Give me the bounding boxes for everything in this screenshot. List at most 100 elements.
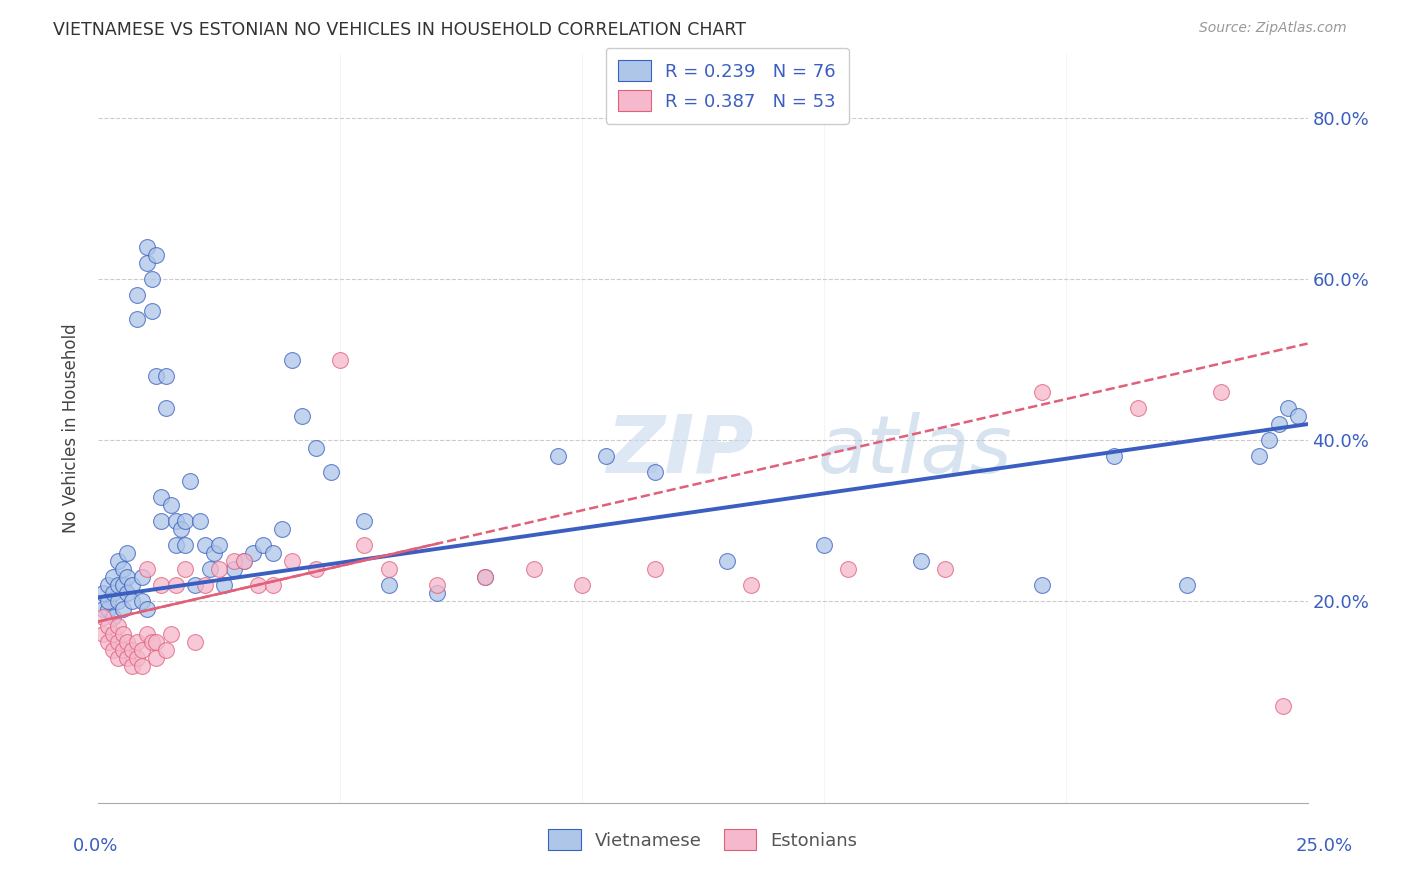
Point [305,562,328,576]
Point [329,352,352,367]
Point [111,642,134,657]
Point [107,578,129,592]
Point [165,578,187,592]
Point [262,578,284,592]
Point [813,538,835,552]
Point [290,409,312,423]
Point [1175,578,1198,592]
Point [271,522,294,536]
Point [111,602,134,616]
Point [131,594,153,608]
Point [247,578,270,592]
Point [174,538,197,552]
Point [194,578,217,592]
Point [145,368,167,383]
Point [232,554,254,568]
Point [127,312,149,326]
Point [474,570,496,584]
Point [127,650,149,665]
Point [111,626,134,640]
Point [595,450,617,464]
Point [1267,417,1289,431]
Legend: Vietnamese, Estonians: Vietnamese, Estonians [541,822,865,857]
Point [91,602,114,616]
Point [208,562,231,576]
Point [141,304,163,318]
Point [145,650,167,665]
Point [97,602,120,616]
Point [426,586,449,600]
Point [160,626,183,640]
Point [101,642,124,657]
Point [281,352,304,367]
Point [150,514,173,528]
Point [135,256,157,270]
Point [135,562,157,576]
Point [155,642,177,657]
Point [107,618,129,632]
Point [131,658,153,673]
Point [121,578,143,592]
Point [107,634,129,648]
Point [117,570,139,584]
Point [141,634,163,648]
Point [716,554,738,568]
Point [204,546,226,560]
Point [101,570,124,584]
Point [145,634,167,648]
Point [107,554,129,568]
Point [111,578,134,592]
Point [127,634,149,648]
Point [165,514,187,528]
Point [121,642,143,657]
Point [97,634,120,648]
Point [305,442,328,456]
Point [174,514,197,528]
Point [169,522,191,536]
Point [131,570,153,584]
Point [101,586,124,600]
Point [523,562,546,576]
Point [135,602,157,616]
Point [101,610,124,624]
Point [150,578,173,592]
Text: Source: ZipAtlas.com: Source: ZipAtlas.com [1199,21,1347,35]
Point [1249,450,1271,464]
Text: atlas: atlas [818,411,1012,490]
Point [222,554,245,568]
Point [262,546,284,560]
Point [571,578,593,592]
Point [101,626,124,640]
Point [117,586,139,600]
Point [1277,401,1299,415]
Point [644,466,666,480]
Point [127,288,149,302]
Point [174,562,197,576]
Point [111,562,134,576]
Point [208,538,231,552]
Point [644,562,666,576]
Text: 25.0%: 25.0% [1296,837,1353,855]
Point [107,594,129,608]
Point [222,562,245,576]
Point [934,562,956,576]
Point [353,538,375,552]
Point [1286,409,1309,423]
Point [319,466,342,480]
Point [121,594,143,608]
Point [1031,578,1053,592]
Point [141,272,163,286]
Point [91,626,114,640]
Point [198,562,221,576]
Point [837,562,859,576]
Point [1102,450,1125,464]
Point [377,562,399,576]
Point [97,578,120,592]
Point [184,634,207,648]
Point [1257,434,1279,448]
Point [107,650,129,665]
Y-axis label: No Vehicles in Household: No Vehicles in Household [62,323,80,533]
Point [97,618,120,632]
Point [1128,401,1150,415]
Point [377,578,399,592]
